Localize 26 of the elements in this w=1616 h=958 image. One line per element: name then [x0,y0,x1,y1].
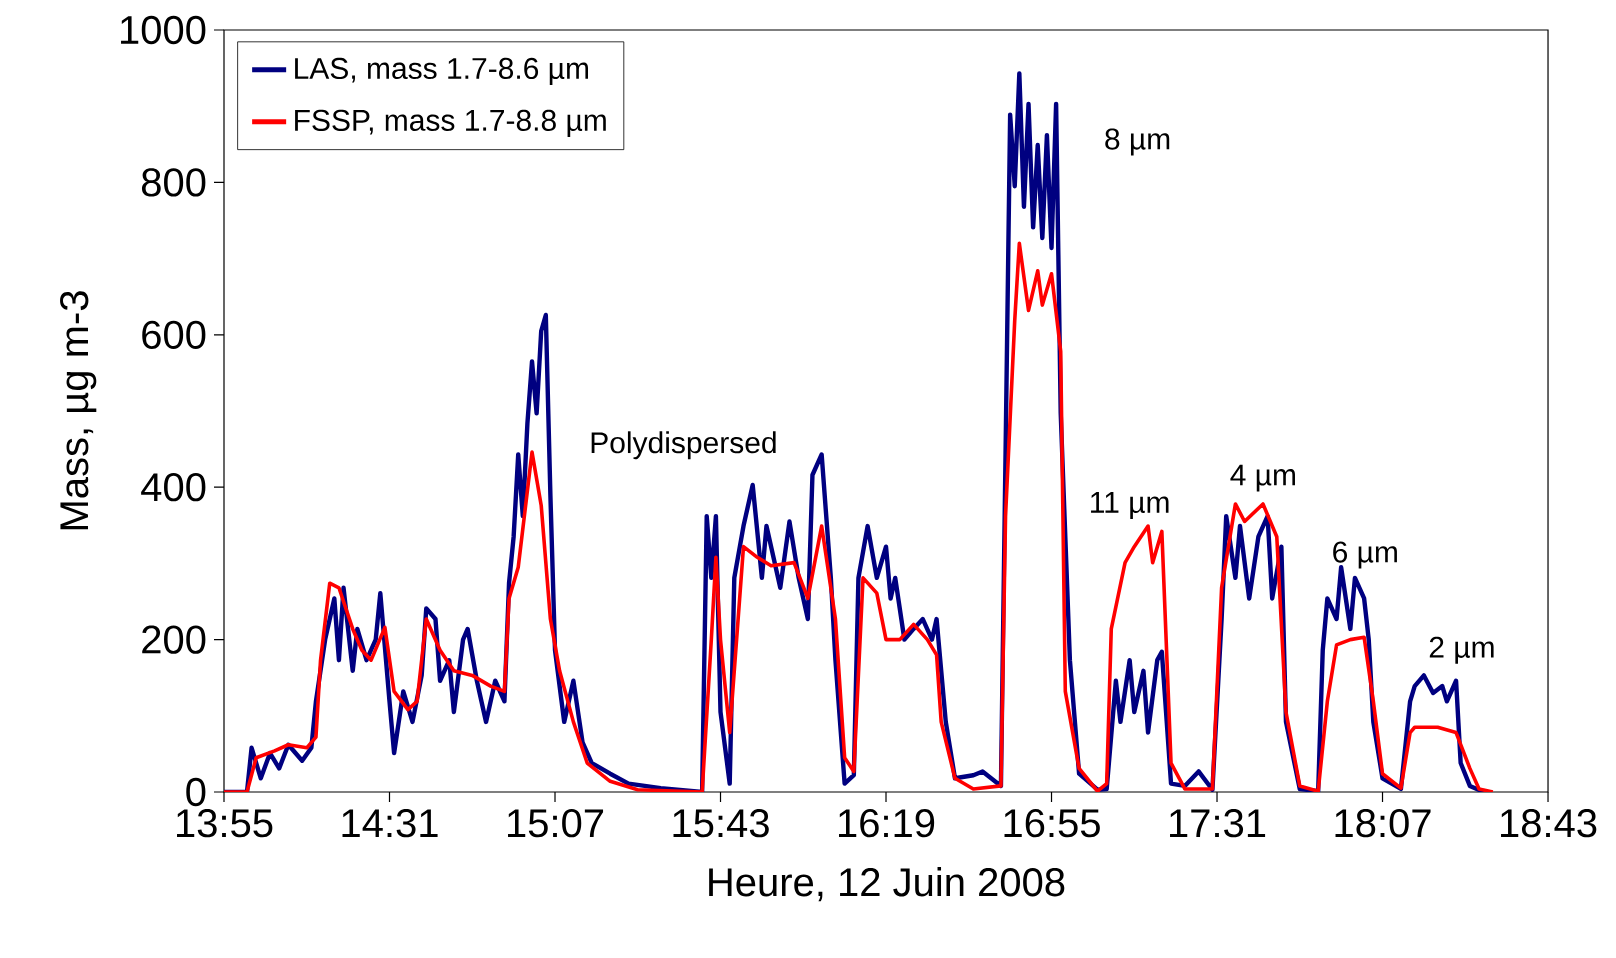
annotation: 11 µm [1091,492,1169,519]
x-axis-title: Heure, 12 Juin 2008 [709,867,1065,902]
y-tick-label: 1000 [121,15,206,45]
legend-label: LAS, mass 1.7-8.6 µm [295,57,588,85]
legend-label: FSSP, mass 1.7-8.8 µm [295,109,606,137]
y-tick-label: 200 [142,625,206,654]
annotation: 8 µm [1105,128,1170,156]
x-tick-label: 13:55 [177,809,273,838]
y-tick-label: 400 [141,473,206,502]
x-tick-label: 18:07 [1335,809,1431,838]
annotation: Polydispersed [591,431,776,460]
x-tick-label: 18:43 [1501,809,1597,838]
line-series [224,241,1495,792]
y-tick-label: 600 [142,320,206,349]
y-tick-label: 0 [186,777,206,807]
x-tick-label: 15:43 [673,809,769,838]
y-axis-title: Mass, µg m-3 [60,291,97,530]
annotation: 4 µm [1230,464,1295,492]
annotation: 2 µm [1429,636,1494,664]
x-tick-label: 14:31 [342,809,438,838]
x-tick-label: 16:19 [839,809,935,838]
y-tick-label: 800 [141,168,206,197]
annotation: 6 µm [1333,541,1397,569]
x-tick-label: 16:55 [1004,809,1100,838]
x-tick-label: 15:07 [508,809,604,838]
x-tick-label: 17:31 [1170,809,1266,838]
